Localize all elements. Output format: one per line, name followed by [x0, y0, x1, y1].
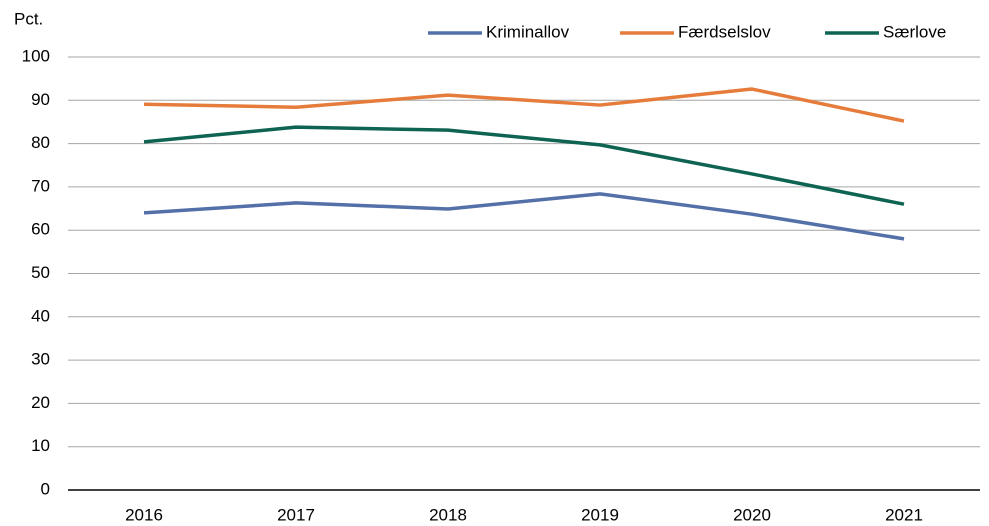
- x-tick-label: 2017: [277, 505, 315, 524]
- y-tick-label: 60: [31, 220, 50, 239]
- data-line: [143, 87, 905, 123]
- y-tick-label: 30: [31, 350, 50, 369]
- y-tick-label: 0: [41, 479, 50, 498]
- y-tick-label: 70: [31, 176, 50, 195]
- legend-label: Færdselslov: [678, 22, 771, 41]
- y-tick-label: 80: [31, 133, 50, 152]
- y-tick-label: 50: [31, 263, 50, 282]
- x-tick-label: 2018: [429, 505, 467, 524]
- data-line: [143, 125, 905, 206]
- x-tick-label: 2020: [733, 505, 771, 524]
- y-tick-label: 40: [31, 306, 50, 325]
- x-tick-label: 2019: [581, 505, 619, 524]
- x-tick-label: 2021: [885, 505, 923, 524]
- y-tick-label: 20: [31, 393, 50, 412]
- x-tick-label: 2016: [125, 505, 163, 524]
- legend-label: Kriminallov: [486, 22, 570, 41]
- data-line: [143, 192, 905, 241]
- y-tick-label: 90: [31, 90, 50, 109]
- y-axis-label: Pct.: [14, 9, 43, 28]
- y-tick-label: 100: [22, 46, 50, 65]
- y-tick-label: 10: [31, 436, 50, 455]
- legend-label: Særlove: [883, 22, 946, 41]
